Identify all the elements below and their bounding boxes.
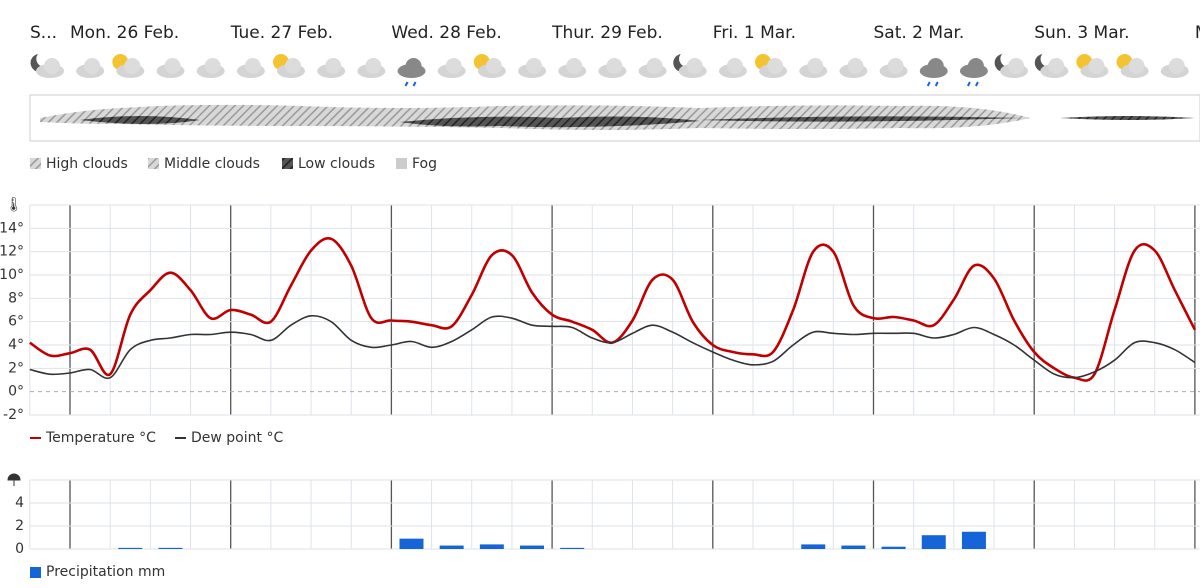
cloud	[807, 58, 824, 74]
legend-swatch	[30, 567, 41, 578]
legend-label: Precipitation mm	[46, 564, 165, 580]
day-label: Mon. 26 Feb.	[70, 23, 179, 43]
bar	[881, 546, 906, 549]
legend-label: Low clouds	[298, 156, 375, 172]
weather-icons	[30, 54, 1189, 87]
day-label: S...	[30, 23, 57, 43]
legend-label: Temperature °C	[45, 430, 156, 446]
legend-swatch	[30, 158, 41, 169]
cloud	[1008, 58, 1025, 74]
bar	[801, 544, 826, 549]
bar	[841, 545, 866, 549]
cloud-legend: High clouds Middle clouds Low clouds Fog	[30, 156, 437, 172]
cloud	[244, 58, 261, 74]
y-tick-label: 4°	[8, 337, 24, 353]
bar	[479, 544, 504, 549]
bar	[158, 547, 183, 549]
day-label: Fri. 1 Mar.	[713, 23, 796, 43]
low-clouds	[80, 116, 1195, 128]
cloud-band-frame	[29, 94, 1200, 142]
day-label: Sun. 3 Mar.	[1034, 23, 1129, 43]
bar	[439, 545, 464, 549]
legend-swatch	[282, 158, 293, 169]
bar	[961, 531, 986, 549]
cloud	[285, 58, 302, 74]
cloud	[445, 58, 462, 74]
y-tick-label: 8°	[8, 290, 24, 306]
y-tick-label: 2°	[8, 360, 24, 376]
legend-swatch	[396, 158, 407, 169]
cloud	[365, 58, 382, 74]
bar	[921, 535, 946, 549]
umbrella-icon	[7, 473, 21, 486]
cloud	[204, 58, 221, 74]
y-tick-label: 10°	[0, 267, 24, 283]
series-line	[29, 236, 1197, 382]
cloud	[325, 58, 342, 74]
rain	[404, 81, 417, 87]
y-tick-label: 4	[15, 495, 24, 511]
cloud	[767, 58, 784, 74]
cloud	[1088, 58, 1105, 74]
cloud	[44, 58, 60, 74]
y-tick-label: 0	[15, 541, 24, 557]
legend-label: High clouds	[46, 156, 128, 172]
bar	[560, 547, 585, 549]
cloud	[887, 58, 904, 74]
cloud	[726, 58, 743, 74]
legend-swatch	[148, 158, 159, 169]
cloud-band	[29, 94, 1200, 142]
cloud	[967, 58, 984, 74]
cloud	[84, 58, 101, 74]
day-label: M	[1195, 23, 1200, 43]
cloud	[124, 58, 141, 74]
cloud	[405, 58, 422, 74]
thermometer-icon: 🌡	[5, 197, 23, 213]
bar	[118, 547, 143, 549]
bar	[399, 538, 424, 549]
day-label: Sat. 2 Mar.	[874, 23, 965, 43]
rain	[967, 81, 979, 87]
rain	[926, 81, 939, 87]
cloud	[526, 58, 543, 74]
y-tick-label: 6°	[8, 314, 24, 330]
cloud	[847, 58, 864, 74]
day-label: Wed. 28 Feb.	[391, 23, 501, 43]
cloud	[686, 58, 703, 74]
y-tick-label: 0°	[8, 384, 24, 400]
cloud	[485, 58, 502, 74]
y-tick-label: -2°	[3, 407, 24, 423]
series-line	[29, 314, 1196, 380]
legend-label: Fog	[412, 156, 437, 172]
cloud	[606, 58, 623, 74]
bar	[520, 545, 545, 549]
day-label: Tue. 27 Feb.	[230, 23, 333, 43]
cloud	[1128, 58, 1145, 74]
legend-label: Middle clouds	[164, 156, 260, 172]
legend-label: Dew point °C	[191, 430, 283, 446]
y-tick-label: 12°	[0, 244, 24, 260]
cloud	[927, 58, 944, 74]
cloud	[1168, 58, 1185, 74]
cloud	[164, 58, 181, 74]
y-tick-label: 14°	[0, 220, 24, 236]
day-label: Thur. 29 Feb.	[551, 23, 663, 43]
cloud	[646, 58, 663, 74]
cloud	[566, 58, 583, 74]
cloud	[1048, 58, 1065, 74]
y-tick-label: 2	[15, 518, 24, 534]
